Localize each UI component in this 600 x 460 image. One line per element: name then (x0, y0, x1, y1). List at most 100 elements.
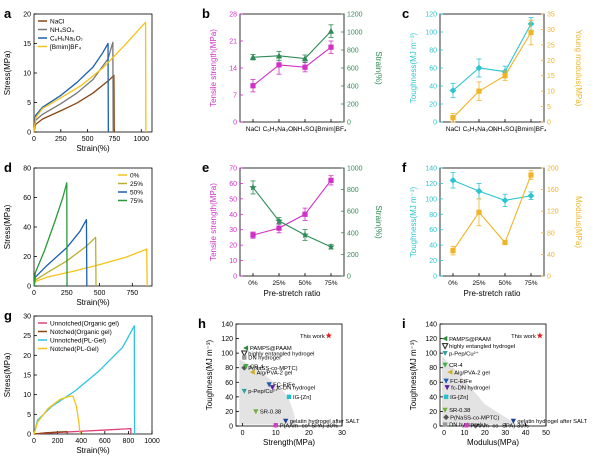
series-line-2 (33, 430, 68, 435)
series-line-2 (452, 32, 532, 119)
y-tick-label: 40 (429, 243, 437, 250)
plot-frame (439, 167, 545, 277)
x-tick-label: 0 (32, 290, 36, 297)
y-tick-label: 0 (233, 274, 237, 281)
x-tick-label: 500 (82, 136, 94, 143)
legend-label: Unnotched(Organic gel) (50, 321, 119, 328)
y-tick-label: 80 (225, 365, 233, 372)
data-point (242, 355, 247, 360)
data-point (327, 242, 335, 250)
y-tick-label: 0 (229, 424, 233, 431)
data-point (276, 225, 282, 231)
series-line-4 (33, 182, 68, 287)
point-label: gelatin hydrogel after SALT (517, 419, 587, 425)
data-point (444, 385, 450, 391)
y-tick-label: 60 (225, 380, 233, 387)
x-tick-label: C₆H₅Na₃O₇ (463, 126, 496, 133)
y2-tick-label: 30 (547, 27, 555, 34)
y-tick-label: 60 (23, 195, 31, 202)
point-label: IG-[Zn] (293, 395, 311, 401)
y2-tick-label: 40 (547, 252, 555, 259)
data-point (464, 423, 469, 428)
point-label: CR-4 (449, 363, 463, 369)
x-tick-label: 500 (94, 290, 106, 297)
y2-tick-label: 1000 (347, 166, 363, 173)
data-point (249, 183, 257, 191)
data-point (528, 172, 534, 178)
y2-tick-label: 200 (347, 252, 359, 259)
y2-tick-label: 600 (347, 209, 359, 216)
x-tick-label: 10 (461, 430, 469, 437)
y-axis-label: Stress(MPa) (3, 50, 12, 95)
x-tick-label: [Bmim]BF₄ (315, 126, 347, 133)
x-tick-label: 25% (472, 280, 485, 287)
legend-label: 25% (130, 181, 143, 188)
legend-label: 0% (130, 173, 140, 180)
data-point (442, 350, 448, 357)
y-tick-label: 0 (233, 120, 237, 127)
data-point (286, 394, 292, 400)
data-point (327, 27, 335, 34)
data-point (241, 364, 248, 371)
y-tick-label: 0 (27, 130, 31, 137)
chart-panel-c: c 0 20 40 60 80 100 120 Toughness(MJ m⁻³) 0 5 10 15 2… (402, 6, 583, 133)
y-tick-label: 140 (221, 322, 233, 329)
y-tick-label: 20 (23, 12, 31, 19)
x-axis-label: Strength(MPa) (263, 438, 315, 447)
point-label: p-Pep/Cu²⁺ (449, 350, 478, 357)
point-label: PAMPS@PAAM (250, 346, 292, 352)
x-tick-label: 250 (61, 290, 73, 297)
x-axis-label: Modulus(MPa) (467, 438, 519, 447)
point-label: P(NaSS-co-MPTC) (248, 366, 297, 372)
y-tick-label: 20 (429, 102, 437, 109)
point-label: This work (300, 334, 325, 340)
chart-panel-a: a 0 250 500 750 1000 0 5 10 15 20 Stress(MPa) Strain… (3, 6, 153, 153)
y2-tick-label: 5 (547, 104, 551, 111)
y-tick-label: 5 (27, 100, 31, 107)
y-tick-label: 40 (229, 212, 237, 219)
legend-label: Unnotched(PL-Gel) (50, 338, 106, 345)
y2-tick-label: 200 (547, 166, 559, 173)
x-tick-label: 10 (272, 430, 280, 437)
y-tick-label: 60 (429, 380, 437, 387)
x-tick-label: 0 (241, 430, 245, 437)
data-point (449, 176, 457, 184)
y2-tick-label: 160 (547, 187, 559, 194)
x-axis-label: Strain(%) (76, 298, 110, 307)
y2-tick-label: 15 (547, 73, 555, 80)
legend-label: NaCl (50, 19, 65, 26)
y-tick-label: 100 (425, 30, 437, 37)
y-tick-label: 0 (27, 432, 31, 439)
plot-frame (239, 167, 345, 277)
data-point (302, 64, 308, 70)
data-point (266, 382, 272, 388)
x-tick-label: 25% (272, 280, 285, 287)
x-tick-label: NH₄SO₄ (293, 126, 317, 133)
plot-frame (239, 13, 345, 123)
data-point (275, 52, 283, 59)
series-line-3 (33, 42, 109, 133)
y-tick-label: 100 (425, 351, 437, 358)
y2-axis-label: Strain(%) (374, 51, 383, 85)
x-tick-label: [Bmim]BF₄ (515, 126, 547, 133)
y-tick-label: 80 (429, 48, 437, 55)
y2-tick-label: 400 (347, 230, 359, 237)
y2-axis-label: Modulus(MPa) (574, 196, 583, 248)
legend-label: NH₄SO₄ (50, 27, 74, 34)
series-line-1 (252, 46, 332, 87)
data-point (450, 115, 456, 121)
data-point (273, 423, 278, 428)
y-axis-label: Toughness(MJ m⁻³) (409, 32, 418, 103)
point-label: fc-DN hydrogel (276, 386, 315, 392)
x-tick-label: 600 (99, 438, 111, 445)
y2-axis-label: Young modulus(MPa) (574, 30, 583, 107)
data-point (528, 29, 534, 36)
point-label: highly entangled hydrogel (248, 351, 314, 357)
x-tick-label: 400 (75, 438, 87, 445)
point-label: PAMPS@PAAM (449, 337, 491, 343)
x-tick-label: 1000 (144, 438, 160, 445)
series-line-1 (452, 179, 532, 201)
point-label: IG-[Zn] (450, 395, 468, 401)
x-axis-label: Strain(%) (76, 144, 110, 153)
point-label: CR-4 (250, 364, 264, 370)
